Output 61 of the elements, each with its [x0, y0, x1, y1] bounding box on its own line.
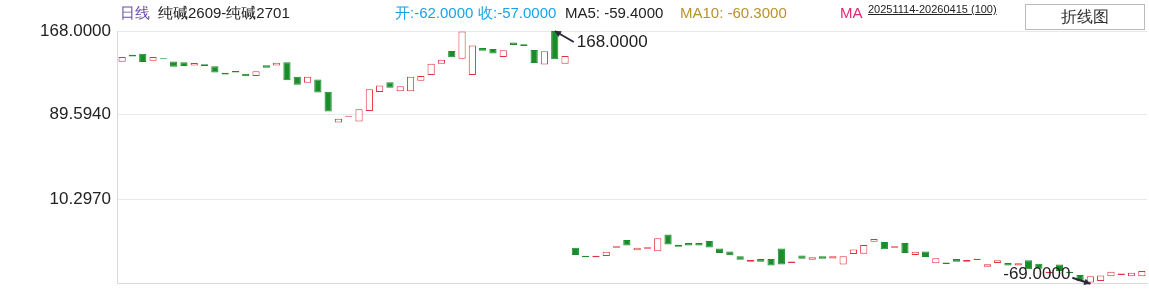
candlestick — [365, 89, 373, 112]
candlestick — [726, 251, 734, 256]
candlestick — [417, 75, 425, 81]
candlestick — [757, 259, 765, 262]
candlestick — [170, 61, 178, 67]
candlestick — [293, 76, 301, 85]
text: MA10: -60.3000 — [680, 4, 787, 21]
candlestick — [685, 242, 693, 246]
candlestick — [252, 71, 260, 76]
candlestick — [983, 264, 991, 267]
candlestick — [602, 251, 610, 256]
text: 开:-62.0000 — [395, 4, 474, 23]
candlestick — [283, 62, 291, 81]
candlestick — [356, 110, 362, 121]
candlestick — [489, 49, 497, 54]
candlestick — [479, 48, 487, 51]
candlestick — [664, 234, 672, 245]
candlestick — [655, 239, 661, 251]
candlestick — [767, 259, 775, 266]
candlestick — [262, 65, 270, 68]
candlestick — [509, 42, 518, 45]
candlestick — [921, 251, 930, 257]
candlestick — [623, 240, 631, 246]
candlestick — [994, 260, 1002, 263]
candlestick — [695, 242, 703, 246]
candlestick — [149, 56, 157, 61]
candlestick — [540, 51, 549, 65]
text: MA5: -59.4000 — [565, 4, 664, 21]
candlestick — [396, 86, 404, 92]
candlestick — [932, 258, 940, 264]
text: 折线图 — [1025, 4, 1145, 30]
y-tick-label: 89.5940 — [49, 104, 111, 124]
chart-subtitle: 纯碱2609-纯碱2701 — [158, 4, 290, 23]
candlestick — [530, 49, 538, 63]
candlestick — [211, 66, 219, 73]
chart-title: 日线 — [120, 4, 150, 23]
annotation: 168.0000 — [576, 31, 648, 51]
candlestick — [1107, 271, 1115, 277]
text: MA — [840, 4, 863, 21]
candlestick — [303, 76, 312, 83]
candlestick — [139, 53, 147, 63]
candlestick — [334, 118, 343, 123]
candlestick — [118, 56, 126, 62]
candlestick — [314, 79, 322, 93]
candlestick — [818, 256, 827, 259]
candlestick — [406, 76, 415, 92]
candlestick — [459, 32, 465, 58]
candlestick — [324, 91, 332, 112]
y-tick-label: 168.0000 — [40, 20, 111, 40]
candlestick — [952, 259, 961, 262]
candlestick — [468, 45, 476, 75]
text: 收:-57.0000 — [478, 4, 557, 23]
candlestick — [777, 248, 785, 265]
text: 20251114-20260415 (100) — [868, 3, 997, 15]
candlestick — [551, 31, 559, 60]
y-tick-label: 10.2970 — [49, 188, 111, 208]
candlestick — [386, 82, 394, 88]
annotation: -69.0000 — [1003, 264, 1071, 284]
candlestick — [437, 59, 446, 64]
candlestick — [180, 62, 188, 66]
candlestick — [870, 239, 878, 242]
